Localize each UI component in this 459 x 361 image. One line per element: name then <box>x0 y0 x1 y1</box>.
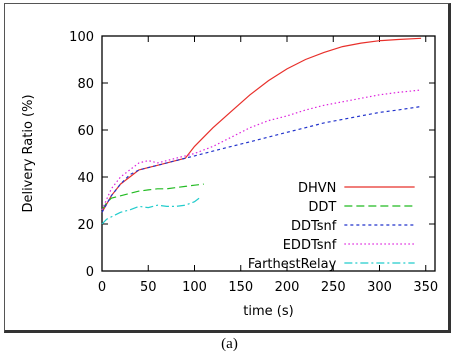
series-line-eddtsnf <box>101 89 422 211</box>
legend-label: DDTsnf <box>291 219 337 234</box>
y-axis-label: Delivery Ratio (%) <box>21 94 36 212</box>
series-line-dhvn <box>101 37 422 213</box>
legend-label: DHVN <box>298 181 336 196</box>
legend-label: FarthestRelay <box>248 257 337 272</box>
x-tick-label: 0 <box>98 280 106 295</box>
y-tick-label: 0 <box>86 265 94 280</box>
x-axis-label: time (s) <box>243 304 293 319</box>
legend-label: EDDTsnf <box>283 238 337 253</box>
series-line-ddt <box>101 183 204 211</box>
plot-area <box>101 35 436 272</box>
x-tick-label: 250 <box>321 280 346 295</box>
x-tick-label: 300 <box>367 280 392 295</box>
y-tick-label: 20 <box>77 218 94 233</box>
x-tick-label: 350 <box>413 280 438 295</box>
series-line-ddtsnf <box>101 105 422 213</box>
figure-caption: (a) <box>221 336 238 352</box>
y-tick-label: 80 <box>77 77 94 92</box>
series-line-farthestrelay <box>101 197 200 225</box>
x-tick-label: 150 <box>228 280 253 295</box>
x-tick-label: 50 <box>140 280 157 295</box>
x-tick-label: 100 <box>182 280 207 295</box>
y-tick-label: 60 <box>77 124 94 139</box>
delivery-ratio-chart: 0 50 100 150 200 250 300 350 0 20 40 60 80 100 time (s… <box>21 30 438 319</box>
x-tick-label: 200 <box>275 280 300 295</box>
figure-frame: 0 50 100 150 200 250 300 350 0 20 40 60 80 100 time (s… <box>4 3 451 333</box>
y-tick-label: 40 <box>77 171 94 186</box>
legend-label: DDT <box>308 200 336 215</box>
y-tick-label: 100 <box>69 30 94 45</box>
